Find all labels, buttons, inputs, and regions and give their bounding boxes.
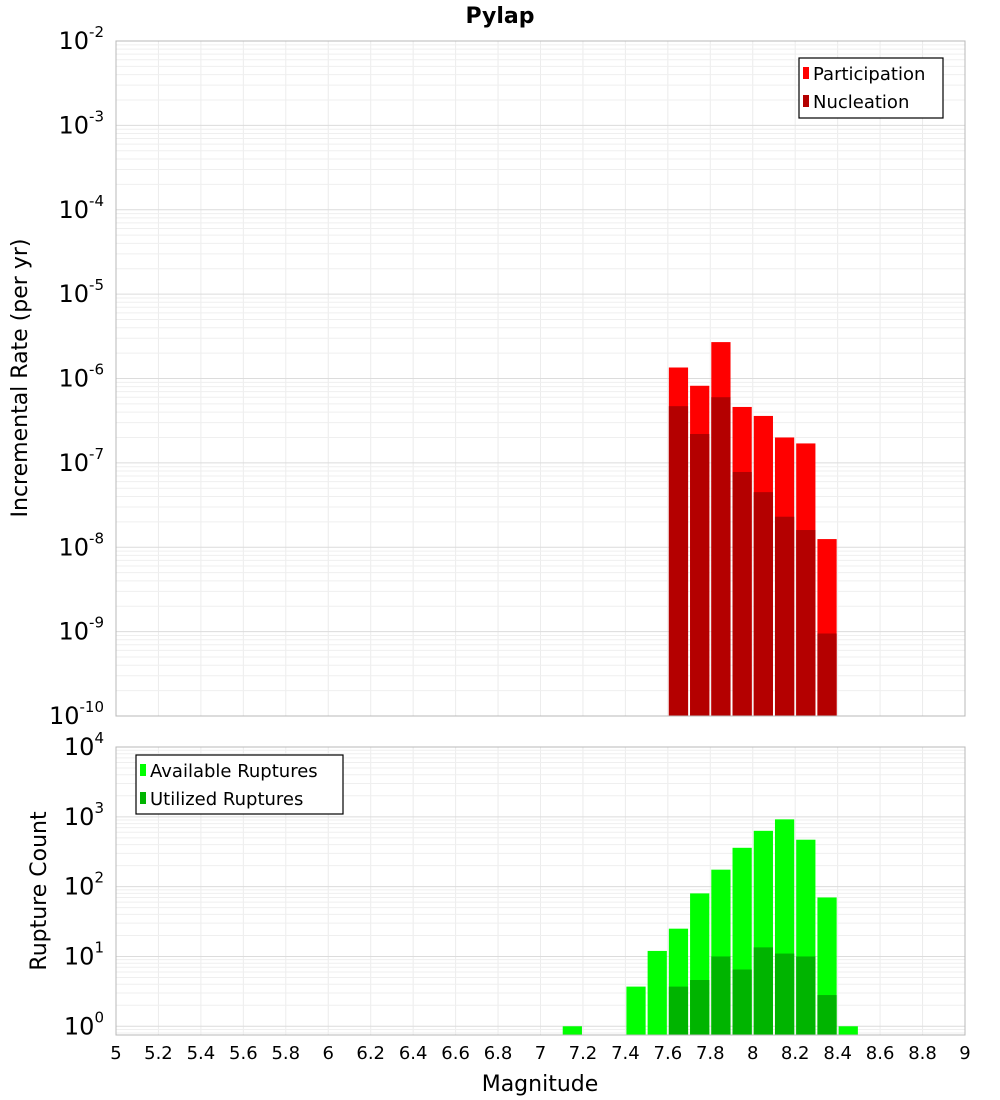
legend-label-available-ruptures: Available Ruptures: [150, 761, 318, 782]
bottom-legend-box: [135, 754, 344, 815]
bar-available-ruptures: [647, 950, 667, 1035]
top-y-axis-label: Incremental Rate (per yr): [8, 239, 33, 518]
bar-nucleation: [774, 516, 795, 716]
x-tick-label: 7: [535, 1043, 546, 1064]
x-tick-label: 5.8: [271, 1043, 300, 1064]
y-tick-label: 102: [64, 869, 104, 901]
bottom-chart-panel: 104 103 102 101 100 5 5.2 5.4 5.6 5.8 6 6.2 6.4 6.6 6…: [27, 729, 971, 1097]
chart-title: Pylap: [465, 4, 534, 29]
x-tick-label: 5.2: [144, 1043, 173, 1064]
x-tick-label: 6.4: [399, 1043, 428, 1064]
x-tick-label: 8: [747, 1043, 758, 1064]
bar-nucleation: [690, 433, 710, 716]
y-tick-label: 103: [64, 799, 104, 831]
bar-utilized-ruptures: [796, 956, 816, 1035]
bottom-legend: Available Ruptures Utilized Ruptures: [135, 754, 344, 815]
y-tick-label: 10-6: [58, 361, 104, 393]
y-tick-label: 10-9: [58, 614, 104, 646]
x-tick-label: 7.6: [654, 1043, 683, 1064]
legend-label-nucleation: Nucleation: [813, 92, 909, 113]
x-tick-label: 7.4: [611, 1043, 640, 1064]
legend-swatch-available-ruptures: [140, 764, 146, 776]
legend-label-utilized-ruptures: Utilized Ruptures: [150, 789, 303, 810]
bottom-y-axis-label: Rupture Count: [27, 811, 52, 971]
y-tick-label: 104: [64, 729, 104, 761]
bar-available-ruptures: [838, 1026, 858, 1035]
top-chart-panel: 10-2 10-3 10-4 10-5 10-6 10-7 10-8 10-9 10-10 In…: [8, 23, 966, 730]
bar-utilized-ruptures: [732, 969, 752, 1035]
y-tick-label: 100: [64, 1008, 104, 1040]
x-tick-label: 8.6: [866, 1043, 895, 1064]
y-tick-label: 10-4: [58, 192, 104, 224]
x-tick-label: 9: [959, 1043, 970, 1064]
bar-nucleation: [817, 633, 837, 716]
bar-available-ruptures: [626, 986, 646, 1035]
x-tick-label: 6.6: [441, 1043, 470, 1064]
x-tick-label: 6.8: [484, 1043, 513, 1064]
bar-utilized-ruptures: [753, 947, 773, 1035]
x-tick-label: 5: [110, 1043, 121, 1064]
bar-utilized-ruptures: [774, 953, 795, 1035]
x-tick-label: 8.2: [781, 1043, 810, 1064]
bar-nucleation: [732, 471, 752, 716]
y-tick-label: 101: [64, 938, 104, 970]
bar-nucleation: [711, 397, 731, 716]
top-plot-frame: [115, 40, 966, 717]
y-tick-label: 10-7: [58, 445, 104, 477]
bar-utilized-ruptures: [668, 986, 689, 1035]
bar-utilized-ruptures: [690, 980, 710, 1035]
legend-label-participation: Participation: [813, 64, 925, 85]
x-tick-label: 7.8: [696, 1043, 725, 1064]
legend-swatch-participation: [803, 67, 809, 79]
x-tick-label: 8.8: [908, 1043, 937, 1064]
y-tick-label: 10-3: [58, 107, 104, 139]
y-tick-label: 10-8: [58, 529, 104, 561]
legend-swatch-utilized-ruptures: [140, 792, 146, 804]
x-tick-label: 7.2: [569, 1043, 598, 1064]
bar-nucleation: [668, 406, 689, 716]
x-tick-label: 5.6: [229, 1043, 258, 1064]
x-tick-label: 8.4: [823, 1043, 852, 1064]
bar-utilized-ruptures: [817, 995, 837, 1035]
legend-swatch-nucleation: [803, 95, 809, 107]
y-tick-label: 10-10: [49, 698, 104, 730]
y-tick-label: 10-5: [58, 276, 104, 308]
x-tick-label: 6: [323, 1043, 334, 1064]
bottom-plot-frame: [115, 746, 966, 1036]
bar-utilized-ruptures: [711, 956, 731, 1035]
x-axis-label: Magnitude: [482, 1072, 599, 1097]
top-legend-box: [798, 57, 944, 119]
bar-nucleation: [753, 492, 773, 716]
x-tick-label: 6.2: [356, 1043, 385, 1064]
bar-nucleation: [796, 530, 816, 716]
x-tick-label: 5.4: [187, 1043, 216, 1064]
top-legend: Participation Nucleation: [798, 57, 944, 119]
bar-available-ruptures: [562, 1026, 582, 1035]
y-tick-label: 10-2: [58, 23, 104, 55]
